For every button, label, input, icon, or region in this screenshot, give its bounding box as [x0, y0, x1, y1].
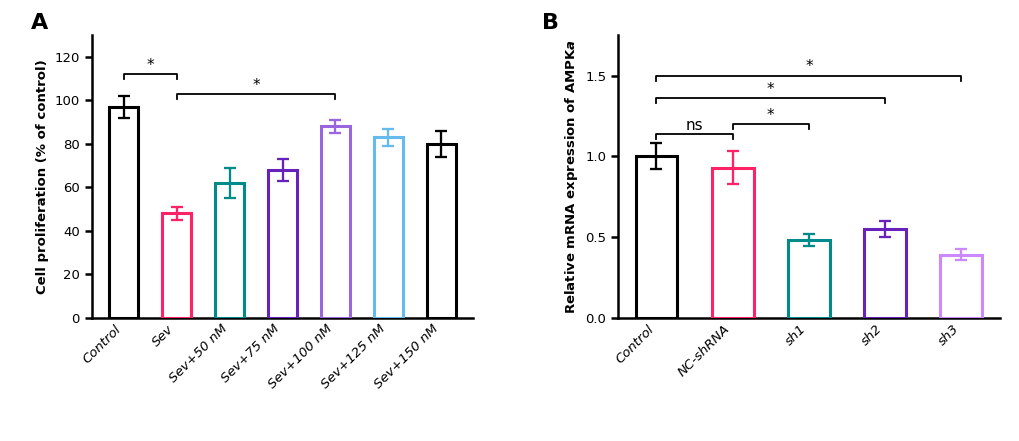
Text: ns: ns — [685, 118, 703, 133]
Bar — [787, 240, 829, 318]
Bar — [321, 127, 350, 318]
Bar — [863, 229, 905, 318]
Text: *: * — [766, 82, 773, 97]
Bar — [426, 144, 455, 318]
Bar — [162, 213, 191, 318]
Bar — [940, 254, 981, 318]
Text: *: * — [252, 78, 260, 93]
Bar — [374, 137, 403, 318]
Text: *: * — [766, 108, 773, 123]
Bar — [215, 183, 244, 318]
Text: *: * — [804, 60, 812, 75]
Bar — [268, 170, 297, 318]
Y-axis label: Relative mRNA expression of AMPK$\bfit{a}$: Relative mRNA expression of AMPK$\bfit{a… — [562, 39, 579, 314]
Bar — [711, 168, 753, 318]
Text: A: A — [31, 13, 48, 33]
Y-axis label: Cell proliferation (% of control): Cell proliferation (% of control) — [36, 59, 49, 294]
Bar — [109, 107, 139, 318]
Bar — [635, 156, 677, 318]
Text: B: B — [541, 13, 558, 33]
Text: *: * — [146, 58, 154, 73]
